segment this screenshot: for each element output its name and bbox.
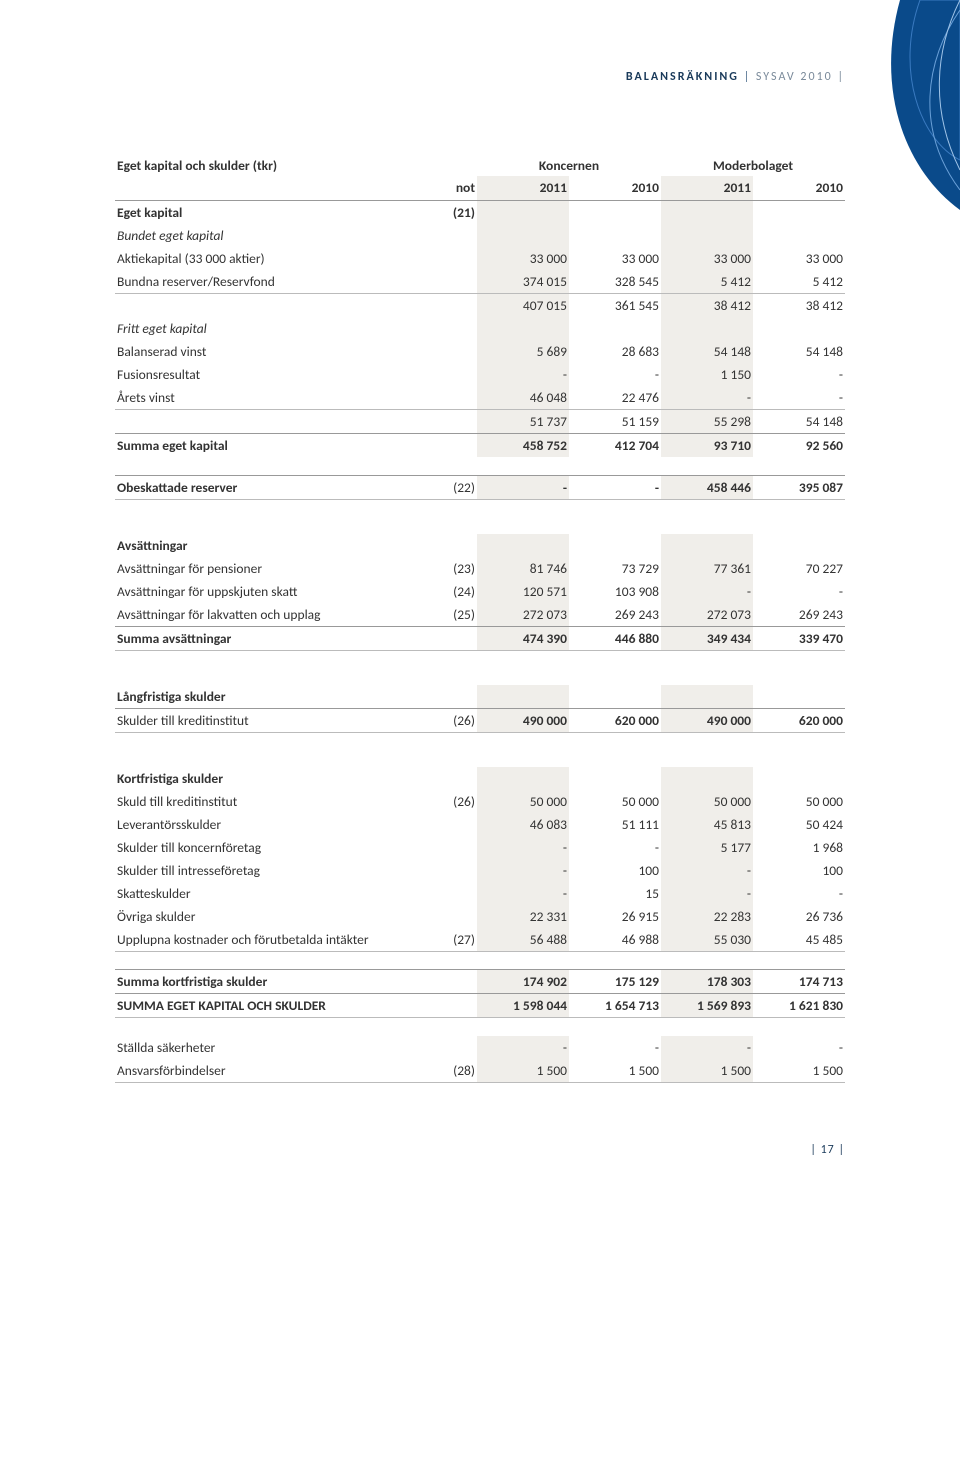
group-koncernen: Koncernen [477, 154, 661, 176]
col-year: 2010 [569, 176, 661, 201]
page-header: BALANSRÄKNING | SYSAV 2010 | [115, 70, 845, 84]
table-row: Skulder till intresseföretag - 100 - 100 [115, 859, 845, 882]
table-row: Skulder till kreditinstitut (26) 490 000… [115, 708, 845, 732]
col-year: 2011 [661, 176, 753, 201]
table-row: Årets vinst 46 048 22 476 - - [115, 386, 845, 410]
header-report: SYSAV 2010 | [756, 70, 845, 84]
subtotal-row: 407 015 361 545 38 412 38 412 [115, 294, 845, 318]
section-header: Avsättningar [115, 534, 422, 557]
table-row: Leverantörsskulder 46 083 51 111 45 813 … [115, 813, 845, 836]
table-title: Eget kapital och skulder (tkr) [115, 154, 422, 176]
table-row: Ansvarsförbindelser (28) 1 500 1 500 1 5… [115, 1059, 845, 1083]
summa-row: Summa avsättningar 474 390 446 880 349 4… [115, 626, 845, 650]
subsection-header: Bundet eget kapital [115, 224, 422, 247]
table-row: Upplupna kostnader och förutbetalda intä… [115, 928, 845, 952]
table-row: Avsättningar för uppskjuten skatt (24) 1… [115, 580, 845, 603]
group-moderbolaget: Moderbolaget [661, 154, 845, 176]
table-row: Bundna reserver/Reservfond 374 015 328 5… [115, 270, 845, 294]
subsection-header: Fritt eget kapital [115, 317, 422, 340]
section-header: Långfristiga skulder [115, 685, 422, 709]
section-header: Kortfristiga skulder [115, 767, 422, 790]
table-row: Aktiekapital (33 000 aktier) 33 000 33 0… [115, 247, 845, 270]
header-section: BALANSRÄKNING [626, 70, 739, 84]
table-row: Balanserad vinst 5 689 28 683 54 148 54 … [115, 340, 845, 363]
summa-row: Summa eget kapital 458 752 412 704 93 71… [115, 434, 845, 458]
table-row: Fusionsresultat - - 1 150 - [115, 363, 845, 386]
summa-row: Summa kortfristiga skulder 174 902 175 1… [115, 970, 845, 994]
balance-sheet-table: Eget kapital och skulder (tkr) Koncernen… [115, 154, 845, 1083]
col-not: not [422, 176, 477, 201]
total-row: SUMMA EGET KAPITAL OCH SKULDER 1 598 044… [115, 994, 845, 1018]
table-row: Skuld till kreditinstitut (26) 50 000 50… [115, 790, 845, 813]
obeskattade-row: Obeskattade reserver (22) - - 458 446 39… [115, 475, 845, 499]
table-row: Ställda säkerheter - - - - [115, 1036, 845, 1059]
subtotal-row: 51 737 51 159 55 298 54 148 [115, 410, 845, 434]
table-row: Skatteskulder - 15 - - [115, 882, 845, 905]
table-row: Avsättningar för pensioner (23) 81 746 7… [115, 557, 845, 580]
page-number: | 17 | [115, 1143, 845, 1157]
table-row: Skulder till koncernföretag - - 5 177 1 … [115, 836, 845, 859]
table-row: Avsättningar för lakvatten och upplag (2… [115, 603, 845, 627]
table-row: Övriga skulder 22 331 26 915 22 283 26 7… [115, 905, 845, 928]
col-year: 2011 [477, 176, 569, 201]
col-year: 2010 [753, 176, 845, 201]
section-header: Eget kapital [115, 201, 422, 225]
